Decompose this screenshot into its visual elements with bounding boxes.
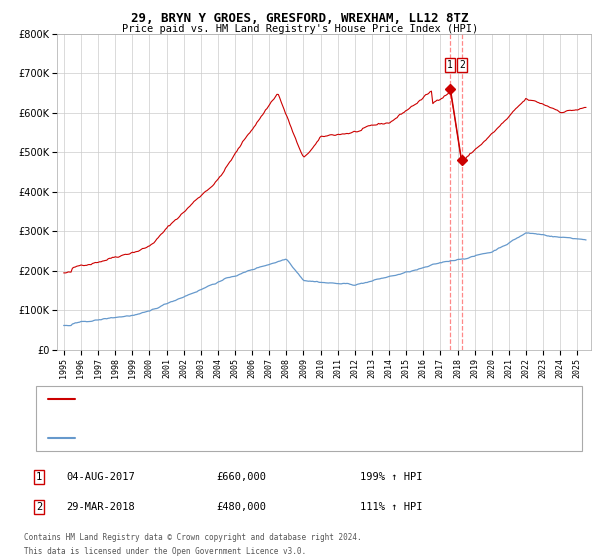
Text: 199% ↑ HPI: 199% ↑ HPI (360, 472, 422, 482)
Text: 29, BRYN Y GROES, GRESFORD, WREXHAM, LL12 8TZ (detached house): 29, BRYN Y GROES, GRESFORD, WREXHAM, LL1… (81, 394, 437, 403)
Text: 1: 1 (447, 60, 453, 70)
Text: 29, BRYN Y GROES, GRESFORD, WREXHAM, LL12 8TZ: 29, BRYN Y GROES, GRESFORD, WREXHAM, LL1… (131, 12, 469, 25)
Text: 2: 2 (36, 502, 42, 512)
Text: 04-AUG-2017: 04-AUG-2017 (66, 472, 135, 482)
Text: £660,000: £660,000 (216, 472, 266, 482)
Text: Contains HM Land Registry data © Crown copyright and database right 2024.: Contains HM Land Registry data © Crown c… (24, 533, 362, 542)
Text: 1: 1 (36, 472, 42, 482)
Text: 29-MAR-2018: 29-MAR-2018 (66, 502, 135, 512)
Text: 111% ↑ HPI: 111% ↑ HPI (360, 502, 422, 512)
Text: 2: 2 (459, 60, 465, 70)
Text: HPI: Average price, detached house, Wrexham: HPI: Average price, detached house, Wrex… (81, 433, 328, 442)
Text: Price paid vs. HM Land Registry's House Price Index (HPI): Price paid vs. HM Land Registry's House … (122, 24, 478, 34)
Text: This data is licensed under the Open Government Licence v3.0.: This data is licensed under the Open Gov… (24, 547, 306, 556)
Text: £480,000: £480,000 (216, 502, 266, 512)
